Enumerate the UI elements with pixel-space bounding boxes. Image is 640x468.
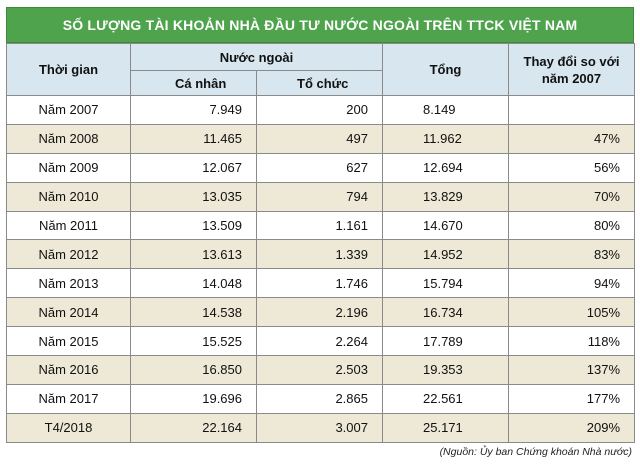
cell-organization: 3.007 (256, 412, 383, 443)
table-row: Năm 2013 14.048 1.746 15.794 94% (6, 268, 635, 299)
table-container: SỐ LƯỢNG TÀI KHOẢN NHÀ ĐẦU TƯ NƯỚC NGOÀI… (6, 7, 635, 443)
table-row: Năm 2008 11.465 497 11.962 47% (6, 123, 635, 154)
cell-organization: 497 (256, 123, 383, 154)
cell-change: 70% (508, 181, 635, 212)
cell-organization: 1.339 (256, 239, 383, 270)
header-foreign: Nước ngoài (130, 43, 383, 71)
cell-total: 12.694 (382, 152, 509, 183)
cell-time: Năm 2007 (6, 95, 131, 125)
header-time: Thời gian (6, 43, 131, 96)
table-row: Năm 2010 13.035 794 13.829 70% (6, 181, 635, 212)
cell-time: Năm 2014 (6, 297, 131, 328)
cell-total: 14.952 (382, 239, 509, 270)
cell-change: 94% (508, 268, 635, 299)
cell-organization: 1.746 (256, 268, 383, 299)
cell-individual: 19.696 (130, 383, 257, 414)
cell-change: 56% (508, 152, 635, 183)
cell-individual: 13.613 (130, 239, 257, 270)
cell-change: 177% (508, 383, 635, 414)
cell-time: T4/2018 (6, 412, 131, 443)
cell-individual: 11.465 (130, 123, 257, 154)
cell-organization: 2.264 (256, 326, 383, 357)
cell-individual: 12.067 (130, 152, 257, 183)
cell-time: Năm 2011 (6, 210, 131, 241)
cell-organization: 2.196 (256, 297, 383, 328)
cell-total: 25.171 (382, 412, 509, 443)
cell-total: 17.789 (382, 326, 509, 357)
cell-change: 105% (508, 297, 635, 328)
header-change: Thay đổi so với năm 2007 (508, 43, 635, 96)
cell-organization: 627 (256, 152, 383, 183)
header-total: Tổng (382, 43, 509, 96)
table-row: T4/2018 22.164 3.007 25.171 209% (6, 412, 635, 443)
cell-time: Năm 2015 (6, 326, 131, 357)
table-row: Năm 2009 12.067 627 12.694 56% (6, 152, 635, 183)
cell-individual: 13.035 (130, 181, 257, 212)
cell-change (508, 95, 635, 125)
cell-individual: 14.048 (130, 268, 257, 299)
cell-organization: 200 (256, 95, 383, 125)
cell-total: 14.670 (382, 210, 509, 241)
cell-organization: 2.865 (256, 383, 383, 414)
table-header: Thời gian Nước ngoài Tổng Thay đổi so vớ… (6, 43, 635, 96)
table-row: Năm 2017 19.696 2.865 22.561 177% (6, 383, 635, 414)
cell-change: 209% (508, 412, 635, 443)
cell-time: Năm 2013 (6, 268, 131, 299)
cell-time: Năm 2017 (6, 383, 131, 414)
cell-time: Năm 2010 (6, 181, 131, 212)
cell-individual: 13.509 (130, 210, 257, 241)
cell-individual: 14.538 (130, 297, 257, 328)
cell-total: 13.829 (382, 181, 509, 212)
cell-change: 80% (508, 210, 635, 241)
cell-individual: 7.949 (130, 95, 257, 125)
table-row: Năm 2016 16.850 2.503 19.353 137% (6, 355, 635, 385)
table-row: Năm 2014 14.538 2.196 16.734 105% (6, 297, 635, 328)
header-organization: Tổ chức (256, 70, 383, 96)
table-row: Năm 2015 15.525 2.264 17.789 118% (6, 326, 635, 357)
cell-change: 137% (508, 355, 635, 385)
table-row: Năm 2007 7.949 200 8.149 (6, 95, 635, 125)
table-row: Năm 2011 13.509 1.161 14.670 80% (6, 210, 635, 241)
cell-change: 118% (508, 326, 635, 357)
cell-time: Năm 2012 (6, 239, 131, 270)
cell-organization: 794 (256, 181, 383, 212)
cell-time: Năm 2008 (6, 123, 131, 154)
cell-time: Năm 2016 (6, 355, 131, 385)
header-individual: Cá nhân (130, 70, 257, 96)
cell-total: 19.353 (382, 355, 509, 385)
cell-total: 22.561 (382, 383, 509, 414)
cell-organization: 1.161 (256, 210, 383, 241)
table-row: Năm 2012 13.613 1.339 14.952 83% (6, 239, 635, 270)
cell-total: 16.734 (382, 297, 509, 328)
cell-individual: 15.525 (130, 326, 257, 357)
cell-total: 15.794 (382, 268, 509, 299)
cell-organization: 2.503 (256, 355, 383, 385)
cell-change: 47% (508, 123, 635, 154)
source-note: (Nguồn: Ủy ban Chứng khoán Nhà nước) (439, 446, 632, 458)
cell-individual: 16.850 (130, 355, 257, 385)
cell-time: Năm 2009 (6, 152, 131, 183)
cell-total: 8.149 (382, 95, 509, 125)
cell-total: 11.962 (382, 123, 509, 154)
table-body: Năm 2007 7.949 200 8.149 Năm 2008 11.465 497 11… (6, 95, 635, 443)
cell-change: 83% (508, 239, 635, 270)
table-title: SỐ LƯỢNG TÀI KHOẢN NHÀ ĐẦU TƯ NƯỚC NGOÀI… (6, 7, 634, 43)
cell-individual: 22.164 (130, 412, 257, 443)
data-table: Thời gian Nước ngoài Tổng Thay đổi so vớ… (6, 43, 635, 443)
